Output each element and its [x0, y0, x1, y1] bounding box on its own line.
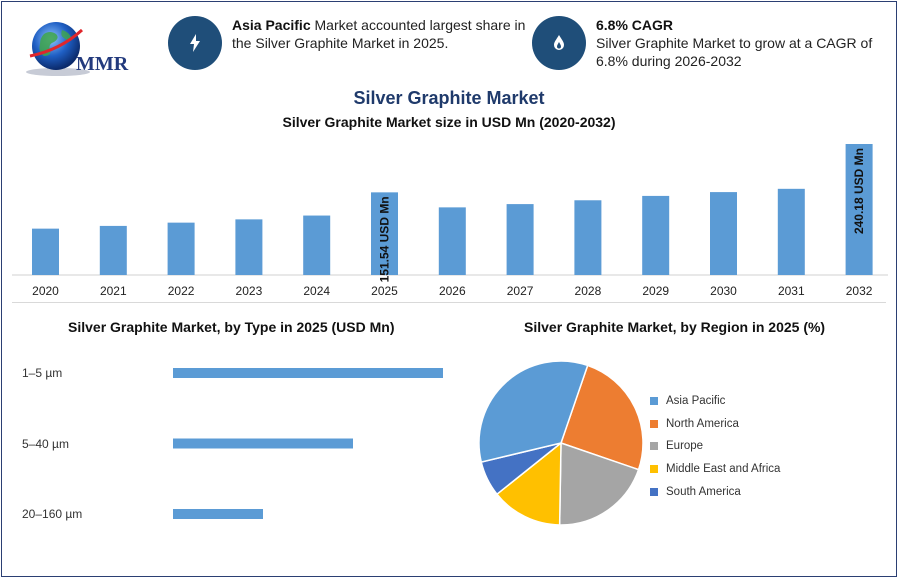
region-chart-title: Silver Graphite Market, by Region in 202…: [524, 319, 826, 335]
mmr-logo: MMR: [26, 22, 129, 76]
logo-text: MMR: [76, 53, 129, 75]
bar-chart-title: Silver Graphite Market size in USD Mn (2…: [282, 114, 616, 130]
data-label-2032: 240.18 USD Mn: [852, 148, 866, 234]
legend-swatch: [650, 397, 658, 406]
pie-slice-europe: [558, 441, 640, 526]
data-label-2025: 151.54 USD Mn: [378, 196, 392, 282]
legend-label: North America: [666, 417, 739, 430]
region-legend: Asia Pacific North America Europe Middle…: [650, 390, 780, 503]
bar-2020: [32, 228, 59, 275]
legend-label: South America: [666, 485, 741, 498]
legend-swatch: [650, 465, 658, 474]
x-tick-label: 2021: [100, 284, 127, 298]
x-tick-label: 2028: [575, 284, 602, 298]
pie-slice-north-america: [560, 364, 644, 471]
bar-2026: [438, 207, 466, 275]
bar-2027: [506, 204, 534, 275]
legend-swatch: [650, 442, 658, 451]
bar-2022: [167, 222, 195, 275]
legend-swatch: [650, 487, 658, 496]
legend-item: North America: [650, 413, 780, 436]
x-tick-label: 2020: [32, 284, 59, 298]
legend-label: Asia Pacific: [666, 395, 726, 408]
legend-label: Europe: [666, 440, 704, 453]
info-box-cagr-text: 6.8% CAGR Silver Graphite Market to grow…: [596, 16, 886, 70]
type-chart-title: Silver Graphite Market, by Type in 2025 …: [68, 319, 395, 335]
bar-2032: [845, 144, 873, 275]
x-tick-label: 2029: [642, 284, 669, 298]
info-cagr-text: Silver Graphite Market to grow at a CAGR…: [596, 35, 873, 69]
type-bar-chart: [173, 368, 443, 519]
legend-item: South America: [650, 480, 780, 503]
bar-2021: [99, 225, 127, 275]
x-tick-label: 2026: [439, 284, 466, 298]
type-bar-3: [173, 509, 263, 519]
legend-item: Asia Pacific: [650, 390, 780, 413]
bar-2024: [303, 215, 331, 275]
info-cagr-bold: 6.8% CAGR: [596, 17, 674, 33]
x-tick-label: 2025: [371, 284, 398, 298]
page-title: Silver Graphite Market: [353, 88, 545, 108]
bar-2023: [235, 219, 263, 275]
region-pie-chart: [478, 360, 644, 526]
legend-label: Middle East and Africa: [666, 463, 781, 476]
type-label-2: 5–40 µm: [22, 437, 69, 451]
yearly-bar-chart: 2020 2021 2022 2023 2024 2025 151.54 USD Mn 202…: [12, 144, 888, 298]
x-tick-label: 2023: [236, 284, 263, 298]
bar-2025: [371, 192, 398, 275]
info-region-text: Market accounted largest share in the Si…: [232, 17, 526, 51]
bar-2030: [710, 192, 737, 275]
lightning-icon: [168, 16, 222, 70]
info-box-region-text: Asia Pacific Market accounted largest sh…: [232, 16, 532, 52]
legend-item: Middle East and Africa: [650, 458, 780, 481]
type-bar-1: [173, 368, 443, 378]
x-tick-label: 2032: [846, 284, 873, 298]
x-tick-label: 2022: [168, 284, 195, 298]
type-bar-2: [173, 438, 353, 449]
info-box-region: Asia Pacific Market accounted largest sh…: [168, 16, 532, 70]
bar-2031: [777, 188, 805, 275]
bar-2029: [642, 195, 670, 275]
type-label-1: 1–5 µm: [22, 366, 63, 380]
flame-drop-icon: [532, 16, 586, 70]
bar-2028: [574, 200, 602, 275]
pie-slice-asia-pacific: [478, 360, 589, 463]
x-tick-label: 2030: [710, 284, 737, 298]
info-region-bold: Asia Pacific: [232, 17, 311, 33]
type-label-3: 20–160 µm: [22, 507, 83, 521]
x-tick-label: 2031: [778, 284, 805, 298]
divider: [12, 302, 886, 303]
legend-item: Europe: [650, 435, 780, 458]
x-tick-label: 2027: [507, 284, 534, 298]
legend-swatch: [650, 419, 658, 428]
x-tick-label: 2024: [303, 284, 330, 298]
pie-slice-middle-east-and-africa: [495, 441, 562, 526]
info-box-cagr: 6.8% CAGR Silver Graphite Market to grow…: [532, 16, 886, 70]
